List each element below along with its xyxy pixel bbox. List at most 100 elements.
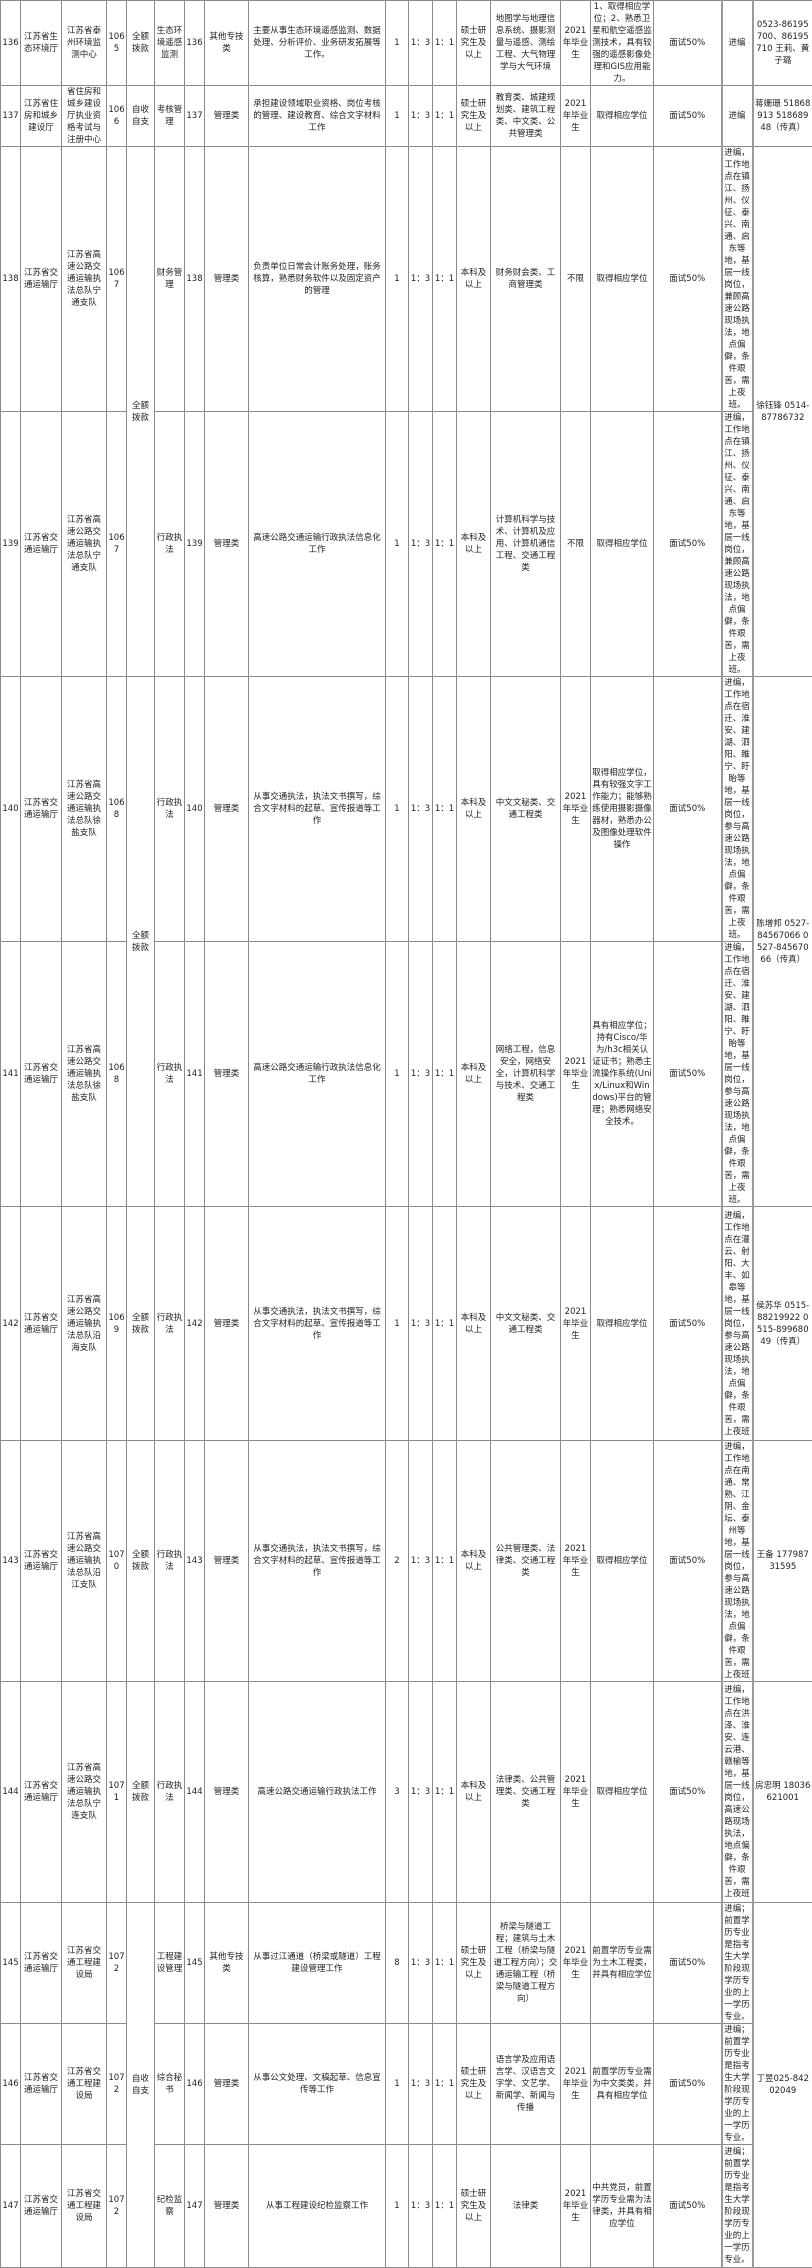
cell-funding: 全额拨款 bbox=[127, 1682, 155, 1903]
cell-unit-code: 1072 bbox=[107, 2024, 127, 2145]
cell-graduate: 2021年毕业生 bbox=[561, 1, 591, 86]
cell-position-code: 138 bbox=[185, 147, 205, 412]
cell-position: 生态环境遥感监测 bbox=[155, 1, 185, 86]
cell-exam: 面试50% bbox=[654, 677, 722, 942]
cell-education: 本科及以上 bbox=[457, 942, 491, 1207]
cell-category: 管理类 bbox=[205, 147, 249, 412]
cell-no: 137 bbox=[1, 86, 21, 147]
cell-major: 中文文秘类、交通工程类 bbox=[491, 1207, 561, 1441]
cell-dept: 江苏省交通运输厅 bbox=[21, 2024, 62, 2145]
cell-contact: 王备 17798731595 bbox=[753, 1441, 812, 1682]
cell-graduate: 2021年毕业生 bbox=[561, 942, 591, 1207]
cell-count: 8 bbox=[386, 1903, 409, 2024]
cell-exam: 面试50% bbox=[654, 147, 722, 412]
cell-education: 硕士研究生及以上 bbox=[457, 1, 491, 86]
cell-position-code: 147 bbox=[185, 2145, 205, 2268]
cell-position-code: 137 bbox=[185, 86, 205, 147]
cell-count: 1 bbox=[386, 147, 409, 412]
cell-position-code: 136 bbox=[185, 1, 205, 86]
cell-education: 硕士研究生及以上 bbox=[457, 2145, 491, 2268]
cell-position: 行政执法 bbox=[155, 942, 185, 1207]
cell-exam: 面试50% bbox=[654, 412, 722, 677]
cell-description: 从事工程建设纪检监察工作 bbox=[249, 2145, 386, 2268]
cell-note: 进编，工作地点在镇江、扬州、仪征、泰兴、南通、启东等地，基层一线岗位，兼顾高速公… bbox=[722, 412, 753, 677]
cell-exam-ratio: 1：3 bbox=[409, 1441, 433, 1682]
cell-hire-ratio: 1：1 bbox=[433, 1441, 457, 1682]
cell-position: 综合秘书 bbox=[155, 2024, 185, 2145]
cell-hire-ratio: 1：1 bbox=[433, 86, 457, 147]
cell-hire-ratio: 1：1 bbox=[433, 1903, 457, 2024]
cell-other: 取得相应学位 bbox=[591, 1441, 654, 1682]
cell-count: 1 bbox=[386, 2145, 409, 2268]
cell-graduate: 2021年毕业生 bbox=[561, 677, 591, 942]
cell-exam: 面试50% bbox=[654, 1207, 722, 1441]
cell-exam: 面试50% bbox=[654, 1682, 722, 1903]
cell-description: 主要从事生态环境遥感监测、数据处理、分析评价、业务研发拓展等工作。 bbox=[249, 1, 386, 86]
cell-dept: 江苏省交通运输厅 bbox=[21, 1903, 62, 2024]
cell-description: 从事过江通道（桥梁或隧道）工程建设管理工作 bbox=[249, 1903, 386, 2024]
cell-education: 本科及以上 bbox=[457, 1441, 491, 1682]
cell-position: 纪检监察 bbox=[155, 2145, 185, 2268]
cell-major: 教育类、城建规划类、建筑工程类、中文类、公共管理类 bbox=[491, 86, 561, 147]
cell-description: 从事交通执法，执法文书撰写，综合文字材料的起草、宣传报道等工作 bbox=[249, 1207, 386, 1441]
cell-education: 本科及以上 bbox=[457, 1207, 491, 1441]
cell-unit: 江苏省高速公路交通运输执法总队徐盐支队 bbox=[62, 677, 107, 942]
cell-position: 行政执法 bbox=[155, 1441, 185, 1682]
cell-other: 中共党员，前置学历专业需为法律类，并具有相应学位 bbox=[591, 2145, 654, 2268]
cell-unit: 江苏省高速公路交通运输执法总队徐盐支队 bbox=[62, 942, 107, 1207]
cell-no: 147 bbox=[1, 2145, 21, 2268]
cell-dept: 江苏省交通运输厅 bbox=[21, 2145, 62, 2268]
cell-contact: 0523-86195700、86195710 王莉、黄子璐 bbox=[753, 1, 812, 86]
cell-funding: 自收自支 bbox=[127, 1903, 155, 2268]
cell-note: 进编；前置学历专业是指考生大学阶段现学历专业的上一学历专业。 bbox=[722, 1903, 753, 2024]
cell-note: 进编，工作地点在灌云、射阳、大丰、如皋等地，基层一线岗位，参与高速公路现场执法，… bbox=[722, 1207, 753, 1441]
cell-unit-code: 1068 bbox=[107, 677, 127, 942]
cell-other: 1、取得相应学位；2、熟悉卫星和航空遥感监测技术，具有较强的遥感影像处理和GIS… bbox=[591, 1, 654, 86]
cell-position: 行政执法 bbox=[155, 412, 185, 677]
cell-major: 法律类、公共管理类、交通工程类 bbox=[491, 1682, 561, 1903]
cell-exam-ratio: 1：3 bbox=[409, 1207, 433, 1441]
cell-dept: 江苏省交通运输厅 bbox=[21, 1207, 62, 1441]
cell-unit-code: 1067 bbox=[107, 147, 127, 412]
cell-description: 高速公路交通运输行政执法工作 bbox=[249, 1682, 386, 1903]
cell-unit: 省住房和城乡建设厅执业资格考试与注册中心 bbox=[62, 86, 107, 147]
cell-no: 142 bbox=[1, 1207, 21, 1441]
cell-graduate: 2021年毕业生 bbox=[561, 1903, 591, 2024]
cell-hire-ratio: 1：1 bbox=[433, 412, 457, 677]
cell-unit-code: 1068 bbox=[107, 942, 127, 1207]
cell-dept: 江苏省交通运输厅 bbox=[21, 147, 62, 412]
cell-unit: 江苏省高速公路交通运输执法总队沿江支队 bbox=[62, 1441, 107, 1682]
cell-contact: 侯苏华 0515-88219922 0515-89968049（传真） bbox=[753, 1207, 812, 1441]
cell-exam-ratio: 1：3 bbox=[409, 1682, 433, 1903]
cell-exam-ratio: 1：3 bbox=[409, 677, 433, 942]
cell-funding: 全额拨款 bbox=[127, 147, 155, 677]
cell-no: 144 bbox=[1, 1682, 21, 1903]
cell-education: 本科及以上 bbox=[457, 1682, 491, 1903]
cell-hire-ratio: 1：1 bbox=[433, 147, 457, 412]
cell-unit-code: 1070 bbox=[107, 1441, 127, 1682]
cell-major: 地图学与地理信息系统、摄影测量与遥感、测绘工程、大气物理学与大气环境 bbox=[491, 1, 561, 86]
cell-other: 前置学历专业需为中文类类，并具有相应学位 bbox=[591, 2024, 654, 2145]
cell-hire-ratio: 1：1 bbox=[433, 677, 457, 942]
cell-dept: 江苏省交通运输厅 bbox=[21, 1441, 62, 1682]
cell-exam-ratio: 1：3 bbox=[409, 412, 433, 677]
cell-exam-ratio: 1：3 bbox=[409, 2024, 433, 2145]
cell-unit: 江苏省高速公路交通运输执法总队宁通支队 bbox=[62, 412, 107, 677]
cell-position: 行政执法 bbox=[155, 1682, 185, 1903]
cell-description: 承担建设领域职业资格、岗位考核的管理、建设教育、综合文字材料工作 bbox=[249, 86, 386, 147]
cell-exam: 面试50% bbox=[654, 1, 722, 86]
cell-exam-ratio: 1：3 bbox=[409, 1, 433, 86]
cell-no: 139 bbox=[1, 412, 21, 677]
cell-contact: 陈增邦 0527-84567066 0527-84567066（传真） bbox=[753, 677, 812, 1207]
cell-count: 1 bbox=[386, 1207, 409, 1441]
cell-exam-ratio: 1：3 bbox=[409, 942, 433, 1207]
cell-category: 管理类 bbox=[205, 2145, 249, 2268]
cell-note: 进编，工作地点在洪泽、淮安、连云港、赣榆等地，基层一线岗位，高速公路现场执法，地… bbox=[722, 1682, 753, 1903]
